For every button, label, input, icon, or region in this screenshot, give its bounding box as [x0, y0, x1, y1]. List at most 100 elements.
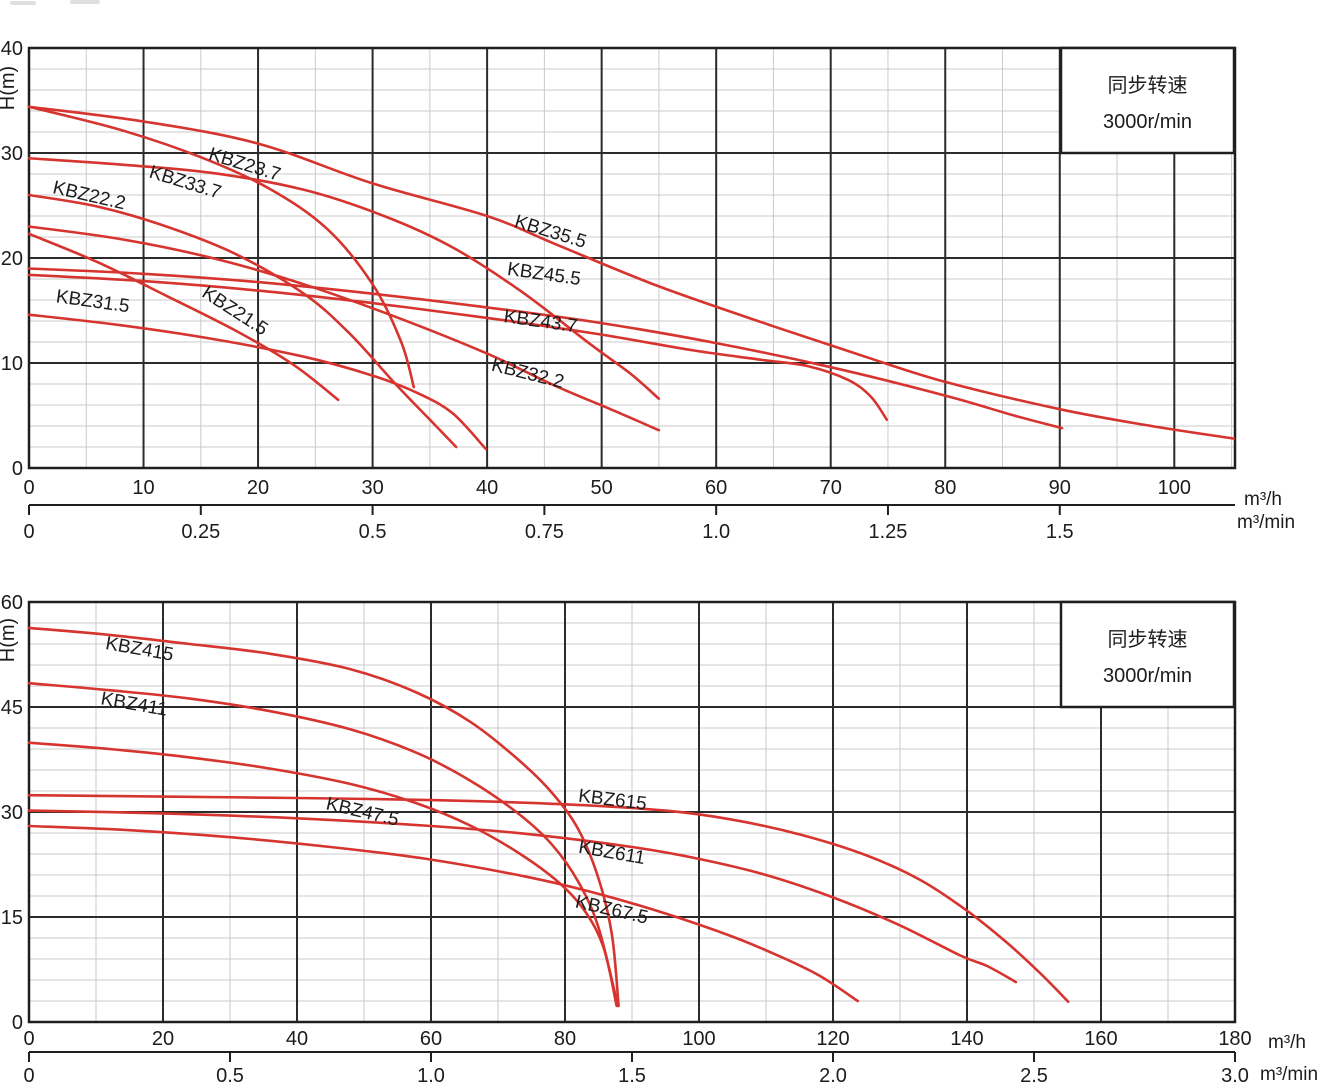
minor-gridlines [29, 48, 1235, 468]
curve-KBZ33.7 [27, 156, 661, 400]
curve-KBZ611 [27, 809, 1018, 984]
x-tick-70: 70 [820, 477, 842, 499]
x-tick-50: 50 [591, 477, 613, 499]
x-tick-160: 160 [1084, 1028, 1117, 1050]
x-tick-120: 120 [816, 1028, 849, 1050]
secondary-x-tick-1.25: 1.25 [869, 521, 908, 543]
secondary-x-tick-labels: 0 0.5 1.0 1.5 2.0 2.5 3.0 [23, 1065, 1248, 1086]
legend-speed-label: 同步转速 [1108, 628, 1188, 651]
curve-KBZ31.5 [27, 313, 488, 451]
y-axis-tick-labels: 0 15 30 45 60 [1, 592, 23, 1034]
curve-label-KBZ23.7: KBZ23.7 [206, 144, 283, 186]
x-tick-20: 20 [247, 477, 269, 499]
x-tick-140: 140 [950, 1028, 983, 1050]
secondary-x-tick-0: 0 [23, 1065, 34, 1086]
x-tick-180: 180 [1218, 1028, 1251, 1050]
curve-KBZ23.7 [27, 105, 416, 389]
secondary-x-tick-0.5: 0.5 [359, 521, 387, 543]
curve-KBZ32.2 [27, 225, 661, 432]
curve-KBZ67.5 [27, 824, 860, 1003]
x-axis-tick-labels: 0 20 40 60 80 100 120 140 160 180 [23, 1028, 1251, 1050]
secondary-x-axis [28, 504, 1235, 515]
curve-KBZ615 [27, 793, 1070, 1003]
x-tick-80: 80 [934, 477, 956, 499]
legend-speed-value: 3000r/min [1103, 665, 1192, 687]
curve-label-KBZ31.5: KBZ31.5 [55, 286, 131, 317]
plot-border [27, 46, 1237, 470]
curve-KBZ45.5 [27, 267, 1064, 430]
curves [27, 626, 1070, 1008]
y-tick-30: 30 [1, 802, 23, 824]
curve-label-KBZ35.5: KBZ35.5 [512, 211, 589, 253]
x-tick-100: 100 [1158, 477, 1191, 499]
legend-box [1059, 600, 1236, 709]
curve-KBZ415 [27, 626, 620, 1008]
legend-speed-label: 同步转速 [1108, 74, 1188, 97]
secondary-x-tick-2.0: 2.0 [819, 1065, 847, 1086]
curve-KBZ43.7 [27, 273, 889, 421]
curve-label-KBZ43.7: KBZ43.7 [502, 306, 578, 337]
curve-KBZ21.5 [27, 232, 340, 402]
x-tick-40: 40 [476, 477, 498, 499]
x-tick-10: 10 [132, 477, 154, 499]
secondary-x-tick-0: 0 [23, 521, 34, 543]
y-tick-20: 20 [1, 248, 23, 270]
x-unit-m3h: m³/h [1244, 489, 1282, 510]
secondary-x-tick-3.0: 3.0 [1221, 1065, 1249, 1086]
x-unit-m3h: m³/h [1268, 1032, 1306, 1053]
y-tick-0: 0 [12, 1012, 23, 1034]
x-tick-20: 20 [152, 1028, 174, 1050]
secondary-x-tick-labels: 0 0.25 0.5 0.75 1.0 1.25 1.5 [23, 521, 1073, 543]
x-tick-100: 100 [682, 1028, 715, 1050]
legend-speed-value: 3000r/min [1103, 111, 1192, 133]
y-tick-15: 15 [1, 907, 23, 929]
scan-artifact-right [70, 0, 100, 4]
y-tick-45: 45 [1, 697, 23, 719]
x-tick-60: 60 [420, 1028, 442, 1050]
curves [27, 105, 1236, 451]
curve-KBZ22.2 [27, 193, 458, 449]
curve-label-KBZ415: KBZ415 [104, 633, 175, 666]
y-tick-40: 40 [1, 38, 23, 60]
secondary-x-axis [28, 1051, 1236, 1062]
secondary-x-tick-2.5: 2.5 [1020, 1065, 1048, 1086]
x-tick-80: 80 [554, 1028, 576, 1050]
x-tick-0: 0 [23, 477, 34, 499]
x-unit-m3min: m³/min [1237, 512, 1295, 533]
x-tick-90: 90 [1049, 477, 1071, 499]
secondary-x-tick-0.5: 0.5 [216, 1065, 244, 1086]
curve-label-KBZ22.2: KBZ22.2 [51, 177, 128, 214]
x-tick-30: 30 [361, 477, 383, 499]
secondary-x-tick-0.25: 0.25 [181, 521, 220, 543]
plot-border [27, 600, 1237, 1024]
curve-KBZ411 [27, 681, 620, 1008]
x-axis-tick-labels: 0 10 20 30 40 50 60 70 80 90 100 [23, 477, 1191, 499]
y-tick-0: 0 [12, 458, 23, 480]
legend: 同步转速 3000r/min [1059, 600, 1236, 709]
y-tick-10: 10 [1, 353, 23, 375]
y-tick-60: 60 [1, 592, 23, 614]
curve-label-KBZ411: KBZ411 [99, 688, 169, 720]
curve-label-KBZ611: KBZ611 [577, 837, 647, 869]
major-gridlines [29, 48, 1235, 468]
curve-KBZ47.5 [27, 741, 618, 1008]
y-axis-tick-labels: 0 10 20 30 40 [1, 38, 23, 480]
x-tick-40: 40 [286, 1028, 308, 1050]
y-axis-label: H(m) [0, 66, 19, 110]
curve-label-KBZ615: KBZ615 [577, 786, 648, 815]
secondary-x-tick-1.5: 1.5 [618, 1065, 646, 1086]
scan-artifact-left [10, 1, 36, 5]
curve-KBZ35.5 [27, 105, 1236, 440]
secondary-x-tick-1.5: 1.5 [1046, 521, 1074, 543]
secondary-x-tick-0.75: 0.75 [525, 521, 564, 543]
curve-label-KBZ32.2: KBZ32.2 [489, 355, 566, 393]
chart-top: KBZ35.5KBZ23.7KBZ33.7KBZ22.2KBZ32.2KBZ21… [0, 38, 1295, 543]
minor-gridlines [29, 602, 1235, 1022]
curve-label-KBZ33.7: KBZ33.7 [147, 162, 224, 204]
x-tick-60: 60 [705, 477, 727, 499]
secondary-x-tick-1.0: 1.0 [417, 1065, 445, 1086]
x-unit-m3min: m³/min [1260, 1064, 1318, 1085]
